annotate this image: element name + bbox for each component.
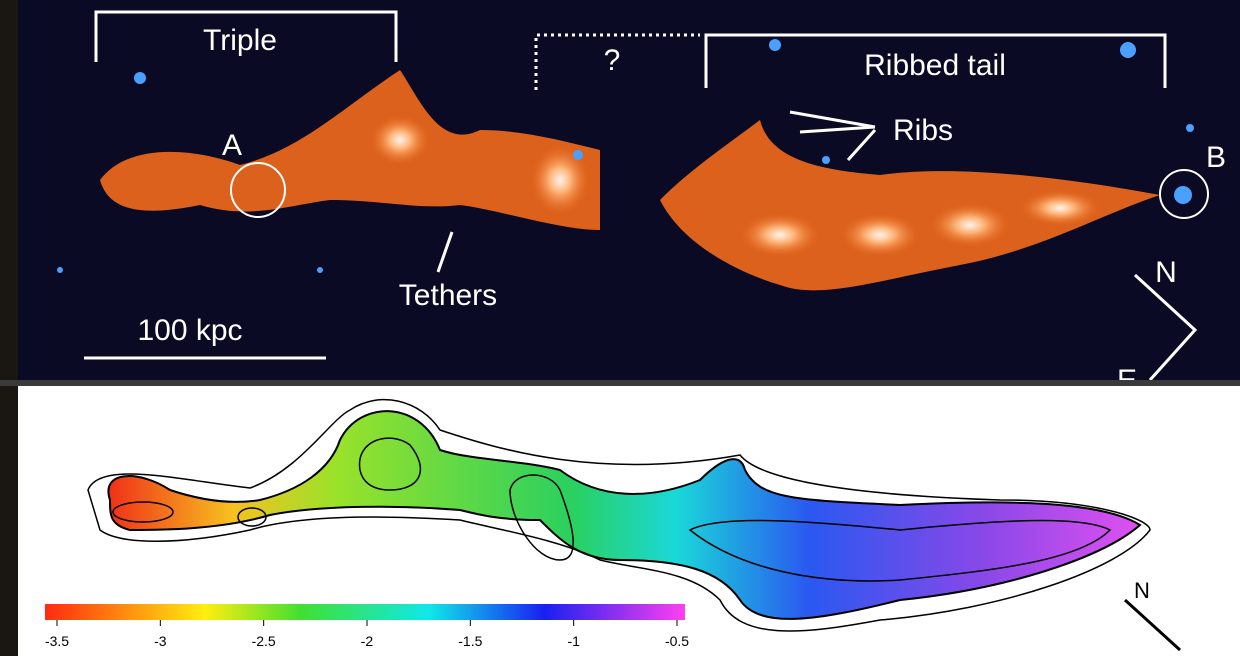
divider [0, 380, 1240, 386]
label-north: N [1155, 256, 1177, 289]
label-ribs: Ribs [893, 114, 953, 147]
colorbar-tick-label: -2 [361, 633, 374, 649]
colorbar-tick-label: -2.5 [252, 633, 276, 649]
label-unknown: ? [604, 44, 621, 77]
figure: Triple ? Ribbed tail A Ribs B Tethers 10… [0, 0, 1240, 656]
label-b: B [1206, 141, 1226, 174]
colorbar [45, 604, 685, 620]
label-ribbed-tail: Ribbed tail [864, 49, 1006, 82]
colorbar-tick-label: -0.5 [665, 633, 689, 649]
label-triple: Triple [203, 24, 277, 57]
label-tethers: Tethers [399, 279, 497, 312]
colorbar-tick-label: -3.5 [45, 633, 69, 649]
label-scale: 100 kpc [137, 314, 242, 347]
colorbar-tick-label: -1.5 [458, 633, 482, 649]
label-a: A [222, 129, 242, 162]
colorbar-tick-label: -3 [154, 633, 167, 649]
colorbar-tick-label: -1 [567, 633, 580, 649]
page: Triple ? Ribbed tail A Ribs B Tethers 10… [0, 0, 1240, 656]
label-north-bottom: N [1134, 578, 1150, 603]
